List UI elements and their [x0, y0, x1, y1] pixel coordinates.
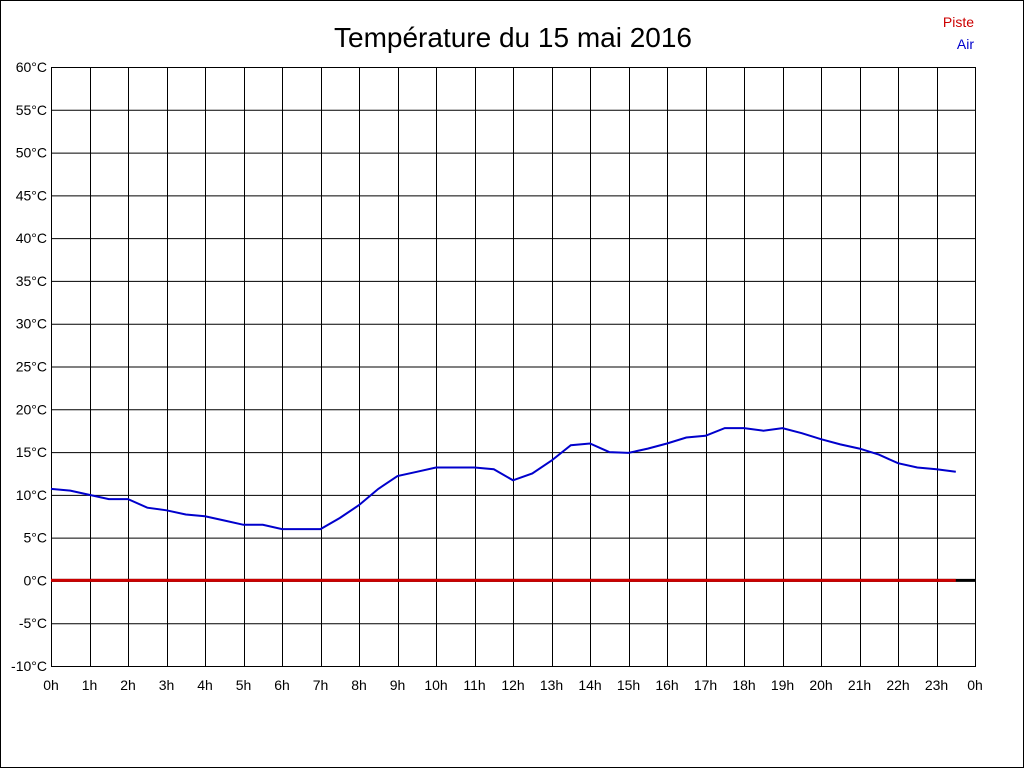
x-tick-label: 19h: [771, 677, 794, 693]
x-tick-label: 0h: [43, 677, 59, 693]
x-tick-label: 16h: [655, 677, 678, 693]
x-tick-label: 18h: [732, 677, 755, 693]
legend-entry-piste: Piste: [943, 14, 974, 30]
y-tick-label: 60°C: [16, 59, 47, 75]
y-tick-label: 35°C: [16, 273, 47, 289]
x-tick-label: 14h: [578, 677, 601, 693]
x-tick-label: 11h: [463, 677, 485, 693]
x-tick-label: 23h: [925, 677, 948, 693]
y-tick-label: 20°C: [16, 401, 47, 417]
y-tick-label: -5°C: [19, 615, 47, 631]
x-tick-label: 0h: [967, 677, 983, 693]
plot-border: [51, 67, 976, 667]
x-tick-label: 8h: [351, 677, 367, 693]
x-tick-label: 10h: [424, 677, 447, 693]
y-tick-label: 10°C: [16, 487, 47, 503]
x-tick-label: 3h: [159, 677, 175, 693]
legend: Piste Air: [943, 14, 974, 52]
grid: [51, 67, 976, 667]
y-tick-label: 45°C: [16, 187, 47, 203]
y-tick-label: 50°C: [16, 145, 47, 161]
x-tick-label: 13h: [540, 677, 563, 693]
legend-entry-air: Air: [957, 36, 974, 52]
x-tick-label: 20h: [809, 677, 832, 693]
chart-title: Température du 15 mai 2016: [334, 22, 692, 53]
x-tick-label: 22h: [886, 677, 909, 693]
y-axis-ticks: -10°C -5°C 0°C 5°C 10°C 15°C 20°C 25°C 30°C 35°C 4…: [11, 59, 47, 674]
y-tick-label: 25°C: [16, 359, 47, 375]
x-tick-label: 4h: [197, 677, 213, 693]
x-tick-label: 12h: [501, 677, 524, 693]
x-tick-label: 7h: [313, 677, 329, 693]
x-tick-label: 17h: [694, 677, 717, 693]
x-tick-label: 6h: [274, 677, 290, 693]
x-tick-label: 2h: [120, 677, 136, 693]
x-tick-label: 21h: [848, 677, 871, 693]
x-tick-label: 15h: [617, 677, 640, 693]
y-tick-label: 0°C: [24, 572, 48, 588]
y-tick-label: 40°C: [16, 230, 47, 246]
y-tick-label: 15°C: [16, 444, 47, 460]
y-tick-label: 30°C: [16, 316, 47, 332]
y-tick-label: 5°C: [24, 530, 48, 546]
y-tick-label: 55°C: [16, 102, 47, 118]
y-tick-label: -10°C: [11, 658, 47, 674]
x-tick-label: 9h: [390, 677, 406, 693]
x-tick-label: 1h: [82, 677, 98, 693]
x-axis-ticks: 0h 1h 2h 3h 4h 5h 6h 7h 8h 9h 10h 11h 12h 13h 14h 15h 16…: [43, 677, 983, 693]
series-lines: [50, 427, 975, 582]
series-line-air: [50, 427, 956, 531]
x-tick-label: 5h: [236, 677, 252, 693]
